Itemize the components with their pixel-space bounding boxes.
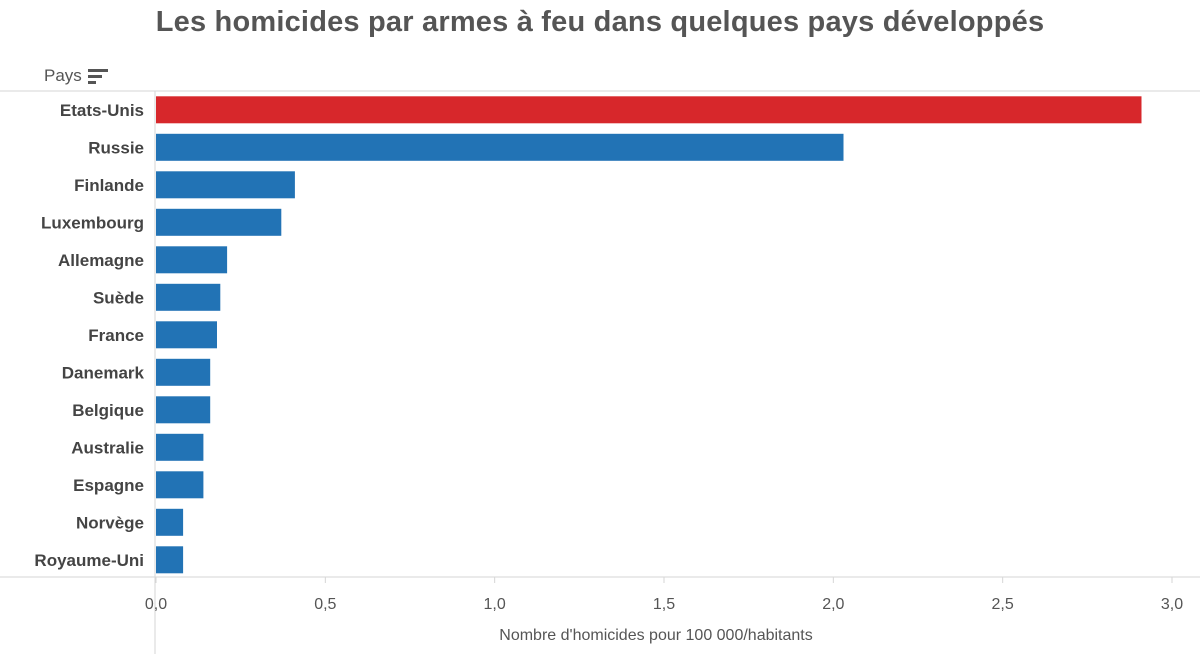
category-label: Luxembourg (41, 213, 144, 232)
dimension-header[interactable]: Pays (44, 66, 108, 86)
bar-royaume-uni[interactable] (156, 546, 184, 574)
x-tick-label: 1,5 (653, 596, 675, 613)
bar-australie[interactable] (156, 433, 204, 461)
category-label: Danemark (62, 363, 145, 382)
category-label: Finlande (74, 176, 144, 195)
x-tick-labels: 0,0 0,5 1,0 1,5 2,0 2,5 3,0 (145, 577, 1183, 613)
x-tick-label: 0,0 (145, 596, 167, 613)
bar-norv-ge[interactable] (156, 508, 184, 536)
category-label: Australie (71, 438, 144, 457)
bar-danemark[interactable] (156, 358, 211, 386)
category-label: Espagne (73, 476, 144, 495)
bar-etats-unis[interactable] (156, 96, 1142, 124)
category-label: Russie (88, 138, 144, 157)
category-label: Norvège (76, 513, 144, 532)
bar-group (156, 96, 1142, 574)
bar-su-de[interactable] (156, 283, 221, 311)
x-tick-label: 0,5 (314, 596, 336, 613)
bar-belgique[interactable] (156, 396, 211, 424)
chart-title: Les homicides par armes à feu dans quelq… (155, 6, 1045, 38)
category-label: Royaume-Uni (34, 551, 144, 570)
category-label: Belgique (72, 401, 144, 420)
category-label: Etats-Unis (60, 101, 144, 120)
x-tick-label: 3,0 (1161, 596, 1183, 613)
bar-finlande[interactable] (156, 171, 295, 199)
category-label: Allemagne (58, 251, 144, 270)
bar-russie[interactable] (156, 133, 844, 161)
category-label: Suède (93, 288, 144, 307)
x-tick-label: 2,5 (992, 596, 1014, 613)
x-tick-label: 2,0 (822, 596, 844, 613)
x-axis-title: Nombre d'homicides pour 100 000/habitant… (499, 627, 812, 644)
category-labels: Etats-Unis Russie Finlande Luxembourg Allema… (34, 101, 144, 570)
bar-france[interactable] (156, 321, 217, 349)
sort-descending-icon[interactable] (87, 68, 108, 84)
x-tick-label: 1,0 (484, 596, 506, 613)
dimension-header-label: Pays (44, 66, 82, 85)
bar-espagne[interactable] (156, 471, 204, 499)
bar-allemagne[interactable] (156, 246, 228, 274)
bar-luxembourg[interactable] (156, 208, 282, 236)
category-label: France (88, 326, 144, 345)
chart-frame (0, 90, 1200, 654)
